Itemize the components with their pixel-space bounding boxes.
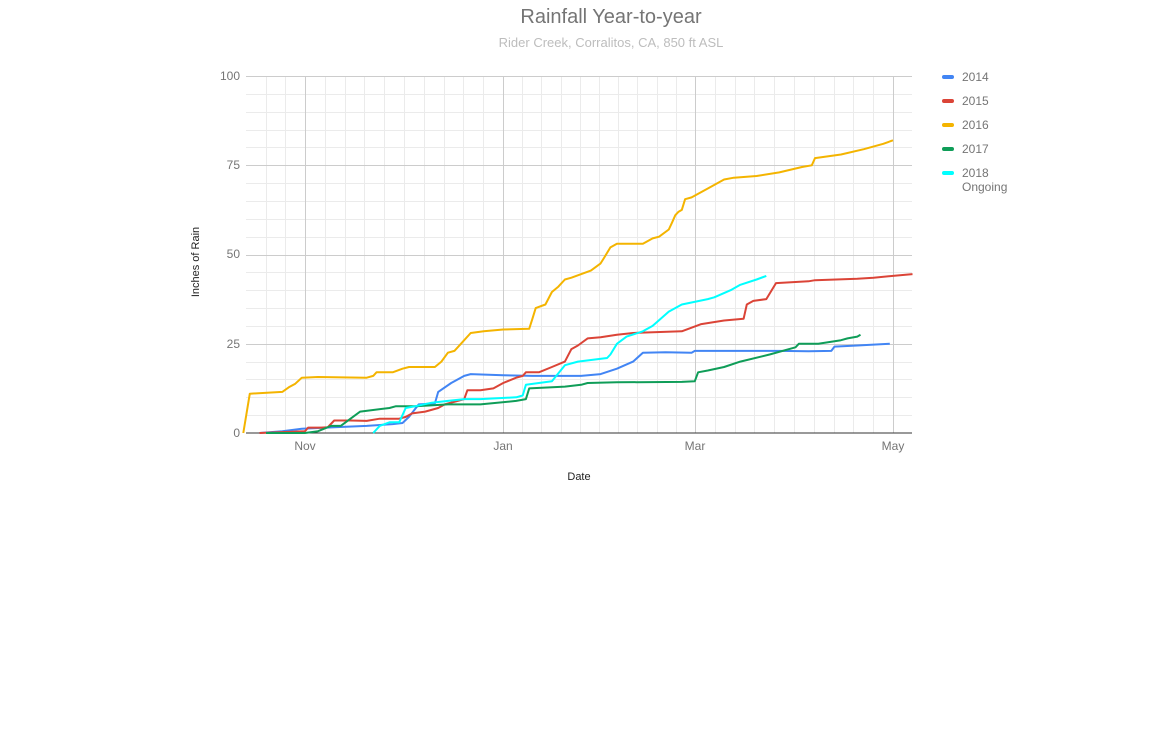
legend-item-2014[interactable]: 2014: [942, 70, 1007, 94]
x-tick-may: May: [882, 439, 905, 453]
legend-swatch-2017: [942, 147, 954, 151]
y-axis-title: Inches of Rain: [190, 227, 202, 297]
chart-subtitle: Rider Creek, Corralitos, CA, 850 ft ASL: [498, 35, 724, 50]
x-tick-jan: Jan: [493, 439, 512, 453]
legend-label: 2015: [962, 94, 989, 108]
y-tick-100: 100: [220, 69, 240, 83]
legend-label: 2014: [962, 70, 989, 84]
legend-item-2017[interactable]: 2017: [942, 142, 1007, 166]
series-line-2016[interactable]: [242, 139, 894, 434]
legend-swatch-2014: [942, 75, 954, 79]
x-tick-mar: Mar: [685, 439, 706, 453]
x-tick-nov: Nov: [294, 439, 315, 453]
legend-item-2018-ongoing[interactable]: 2018 Ongoing: [942, 166, 1007, 194]
legend-label: 2016: [962, 118, 989, 132]
legend-label: 2017: [962, 142, 989, 156]
legend-swatch-2018: [942, 171, 954, 175]
legend-label: 2018 Ongoing: [962, 166, 1008, 194]
y-axis-ticks: 100 75 50 25 0: [220, 69, 240, 440]
y-tick-25: 25: [227, 337, 241, 351]
x-axis-ticks: Nov Jan Mar May: [294, 439, 904, 453]
series-line-2018-ongoing[interactable]: [372, 274, 767, 434]
series-lines: [242, 139, 913, 434]
legend-swatch-2015: [942, 99, 954, 103]
y-tick-50: 50: [227, 247, 241, 261]
y-tick-0: 0: [233, 426, 240, 440]
x-axis-title: Date: [567, 471, 590, 483]
series-line-2015[interactable]: [259, 273, 913, 434]
legend-swatch-2016: [942, 123, 954, 127]
chart-title: Rainfall Year-to-year: [520, 6, 702, 28]
minor-gridlines: [246, 76, 912, 433]
y-tick-75: 75: [227, 158, 241, 172]
legend-item-2015[interactable]: 2015: [942, 94, 1007, 118]
series-line-2017[interactable]: [266, 333, 861, 434]
legend-item-2016[interactable]: 2016: [942, 118, 1007, 142]
chart-legend: 2014 2015 2016 2017 2018 Ongoing: [942, 70, 1007, 194]
